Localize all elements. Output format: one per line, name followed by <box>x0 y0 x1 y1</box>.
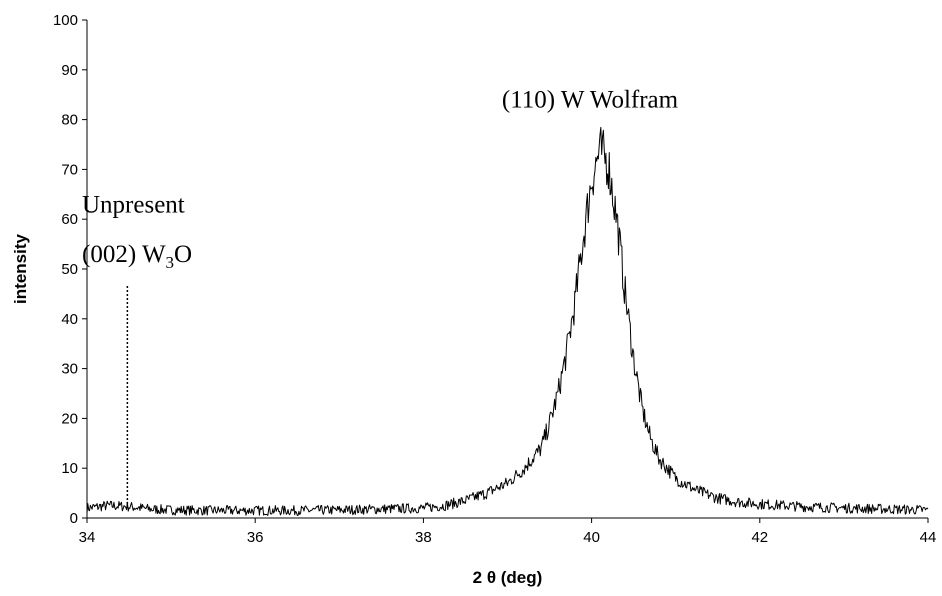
x-tick-label: 42 <box>751 529 768 546</box>
y-tick-label: 90 <box>61 62 78 79</box>
x-tick-label: 36 <box>247 529 264 546</box>
y-tick-label: 10 <box>61 460 78 477</box>
diffraction-series-line <box>86 126 929 516</box>
y-tick-label: 100 <box>53 12 78 29</box>
x-tick-label: 44 <box>920 529 937 546</box>
annotation-w110: (110) W Wolfram <box>502 87 679 114</box>
x-tick-label: 38 <box>415 529 432 546</box>
y-tick-label: 20 <box>61 410 78 427</box>
annotations: (110) W Wolfram Unpresent (002) W3O <box>82 87 679 509</box>
series-group <box>86 126 929 516</box>
y-tick-label: 60 <box>61 211 78 228</box>
annotation-unpresent: Unpresent <box>82 191 185 218</box>
x-tick-label: 34 <box>79 529 96 546</box>
y-tick-label: 80 <box>61 112 78 129</box>
y-tick-label: 70 <box>61 161 78 178</box>
y-tick-label: 40 <box>61 311 78 328</box>
ticks: 0 10 20 30 40 50 60 70 80 90 100 34 36 38 40 42 44 <box>53 12 936 546</box>
x-tick-label: 40 <box>583 529 600 546</box>
y-tick-label: 0 <box>70 510 78 527</box>
annotation-w3o: (002) W3O <box>82 241 192 272</box>
y-tick-label: 50 <box>61 261 78 278</box>
x-axis-title: 2 θ (deg) <box>473 568 543 587</box>
y-tick-label: 30 <box>61 361 78 378</box>
y-axis-title: intensity <box>11 234 30 304</box>
